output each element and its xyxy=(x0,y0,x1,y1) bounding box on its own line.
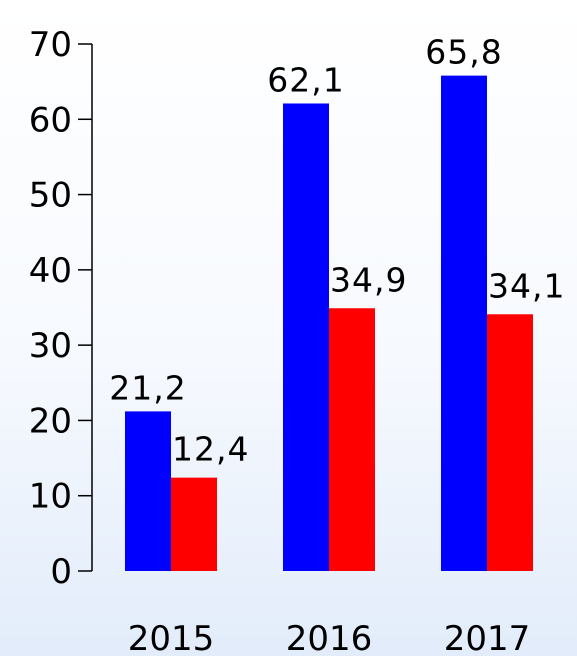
x-category-label: 2015 xyxy=(128,619,215,656)
data-label-2015-series-1: 21,2 xyxy=(109,368,186,407)
y-tick-label: 0 xyxy=(50,552,72,592)
x-category-label: 2016 xyxy=(286,619,373,656)
data-label-2015-series-2: 12,4 xyxy=(172,430,249,469)
y-tick-label: 40 xyxy=(29,251,72,291)
bar-2015-series-1 xyxy=(125,411,171,571)
data-label-2016-series-1: 62,1 xyxy=(267,60,344,99)
y-tick-label: 70 xyxy=(29,25,72,65)
data-label-2017-series-1: 65,8 xyxy=(425,33,502,72)
bar-2017-series-1 xyxy=(441,75,487,572)
bar-2016-series-2 xyxy=(329,308,375,571)
bar-2015-series-2 xyxy=(171,477,217,571)
x-category-label: 2017 xyxy=(444,619,531,656)
data-label-2017-series-2: 34,1 xyxy=(488,266,565,305)
bar-2017-series-2 xyxy=(487,314,533,571)
data-label-2016-series-2: 34,9 xyxy=(330,260,407,299)
bar-2016-series-1 xyxy=(283,103,329,572)
y-tick-label: 30 xyxy=(29,326,72,366)
y-tick-label: 20 xyxy=(29,401,72,441)
y-tick-label: 60 xyxy=(29,100,72,140)
y-tick-label: 50 xyxy=(29,176,72,216)
y-tick-label: 10 xyxy=(29,477,72,517)
